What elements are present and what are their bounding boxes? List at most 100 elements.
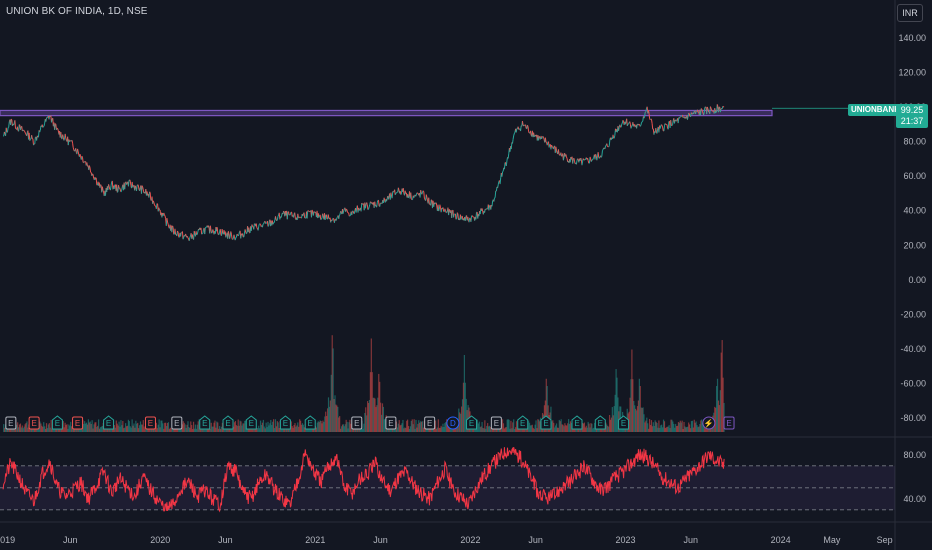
- price-line-segment: [339, 214, 341, 216]
- price-line-segment: [565, 154, 567, 157]
- volume-bar: [168, 428, 170, 432]
- price-line-segment: [297, 213, 299, 218]
- price-line-segment: [335, 217, 338, 221]
- volume-bar: [697, 427, 699, 432]
- price-line-segment: [177, 230, 179, 233]
- price-line-segment: [283, 210, 285, 213]
- volume-bar: [407, 426, 410, 432]
- volume-bar: [229, 427, 231, 432]
- volume-bar: [463, 355, 465, 432]
- price-line-segment: [113, 184, 116, 189]
- volume-bar: [297, 422, 299, 432]
- volume-bar: [529, 425, 532, 432]
- price-line-segment: [448, 209, 450, 216]
- price-line-segment: [69, 140, 72, 142]
- volume-bar: [183, 422, 185, 432]
- price-line-segment: [410, 192, 412, 199]
- volume-bar: [136, 423, 138, 432]
- price-line-segment: [196, 233, 198, 236]
- volume-bar: [722, 377, 724, 432]
- price-line-segment: [3, 131, 6, 134]
- volume-bar: [87, 419, 89, 432]
- price-line-segment: [332, 217, 335, 221]
- price-line-segment: [587, 158, 589, 161]
- price-line-segment: [166, 217, 169, 223]
- event-marker: [723, 416, 735, 430]
- price-line-segment: [322, 213, 324, 217]
- rsi-line: [2, 447, 725, 513]
- volume-bar: [378, 373, 380, 432]
- price-line-segment: [710, 108, 713, 111]
- volume-bar: [383, 419, 385, 432]
- price-line-segment: [639, 124, 642, 127]
- price-line-segment: [367, 208, 369, 211]
- volume-bar: [17, 422, 19, 432]
- volume-bar: [121, 425, 123, 432]
- volume-bar: [242, 423, 244, 432]
- price-line-segment: [342, 210, 345, 214]
- volume-bar: [642, 407, 644, 432]
- price-line-segment: [163, 214, 166, 217]
- volume-bar: [515, 421, 518, 432]
- volume-bar: [191, 425, 193, 432]
- volume-bar: [256, 428, 258, 432]
- volume-bar: [613, 406, 615, 432]
- price-line-segment: [542, 136, 544, 138]
- price-line-segment: [360, 202, 363, 212]
- price-line-segment: [626, 124, 629, 127]
- volume-bar: [538, 419, 540, 432]
- volume-bar: [315, 427, 318, 432]
- price-line-segment: [410, 198, 413, 200]
- price-line-segment: [394, 189, 396, 195]
- price-line-segment: [272, 222, 275, 225]
- price-line-segment: [523, 124, 525, 127]
- price-line-segment: [288, 211, 290, 216]
- volume-bar: [588, 423, 590, 432]
- volume-bar: [166, 423, 169, 432]
- price-line-segment: [89, 167, 92, 173]
- volume-bar: [502, 423, 505, 432]
- volume-bar: [131, 419, 133, 432]
- price-line-segment: [209, 225, 212, 231]
- volume-bar: [678, 422, 680, 432]
- price-line-segment: [177, 232, 180, 237]
- price-line-segment: [302, 213, 304, 217]
- event-marker: [702, 416, 716, 430]
- volume-bar: [575, 427, 577, 432]
- volume-bar: [44, 428, 47, 432]
- volume-bar: [605, 422, 607, 432]
- price-line-segment: [546, 142, 549, 146]
- price-line-segment: [562, 156, 565, 161]
- price-line-segment: [77, 151, 80, 155]
- event-marker: [517, 415, 529, 430]
- volume-bar: [375, 407, 377, 432]
- volume-bar: [198, 419, 200, 432]
- volume-bar: [238, 425, 240, 432]
- price-line-segment: [129, 181, 132, 186]
- volume-bar: [366, 415, 368, 432]
- price-line-segment: [102, 190, 105, 193]
- volume-bar: [462, 382, 465, 432]
- volume-bar: [410, 420, 412, 432]
- event-marker: [5, 416, 17, 430]
- volume-bar: [587, 421, 589, 432]
- price-line-segment: [602, 149, 604, 151]
- volume-bar: [300, 424, 303, 432]
- currency-button[interactable]: INR: [897, 4, 923, 22]
- symbol-tag: UNIONBANK: [848, 104, 903, 116]
- volume-bar: [311, 427, 313, 432]
- price-line-segment: [555, 146, 558, 151]
- event-label: E: [543, 419, 548, 428]
- volume-bar: [434, 426, 436, 432]
- price-line-segment: [225, 234, 227, 238]
- volume-bar: [374, 398, 376, 432]
- volume-bar: [336, 405, 338, 432]
- event-marker: [385, 416, 397, 430]
- volume-bar: [408, 428, 411, 432]
- volume-bar: [244, 420, 246, 432]
- price-line-segment: [538, 135, 541, 138]
- price-line-segment: [5, 127, 8, 133]
- price-line-segment: [364, 204, 367, 209]
- price-line-segment: [529, 130, 532, 136]
